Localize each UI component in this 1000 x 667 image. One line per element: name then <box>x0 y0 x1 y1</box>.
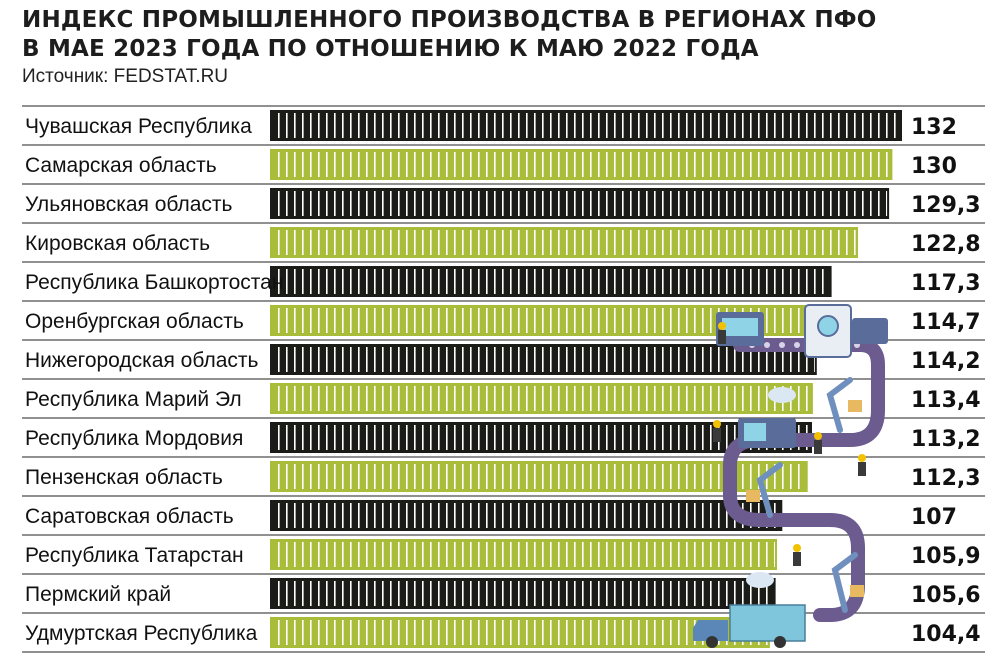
category-label: Пензенская область <box>25 466 223 489</box>
bar-segments <box>272 152 891 177</box>
category-label: Республика Башкортостан <box>25 271 283 294</box>
category-label: Оренбургская область <box>25 310 244 333</box>
machine-screen <box>744 423 766 441</box>
category-label: Республика Мордовия <box>25 427 243 450</box>
cloud-icon <box>768 387 796 403</box>
value-label: 107 <box>911 505 957 530</box>
category-label: Кировская область <box>25 232 210 255</box>
bar-row: Удмуртская Республика 104,4 <box>25 617 981 648</box>
cloud-icon <box>746 572 774 588</box>
bar-segments <box>272 542 775 567</box>
value-label: 113,4 <box>911 388 981 413</box>
worker-body <box>858 462 866 476</box>
worker-head <box>793 544 801 552</box>
bar-segments <box>272 503 781 528</box>
worker-head <box>718 322 726 330</box>
value-label: 105,9 <box>911 544 981 569</box>
worker-body <box>814 440 822 454</box>
value-label: 112,3 <box>911 466 981 491</box>
worker-body <box>718 330 726 344</box>
category-label: Самарская область <box>25 154 217 177</box>
category-label: Чувашская Республика <box>25 115 252 138</box>
value-label: 114,2 <box>911 349 981 374</box>
parcel-box <box>848 400 862 412</box>
machine-screen <box>722 318 758 336</box>
roller-dot <box>779 342 785 348</box>
value-label: 117,3 <box>911 271 981 296</box>
gear-icon <box>817 315 839 337</box>
category-label: Ульяновская область <box>25 193 233 216</box>
bar-segments <box>272 113 900 138</box>
value-label: 122,8 <box>911 232 981 257</box>
bar-row: Ульяновская область 129,3 <box>25 188 981 219</box>
category-label: Республика Марий Эл <box>25 388 242 411</box>
bar-segments <box>272 581 774 606</box>
bar-segments <box>272 230 856 255</box>
bar-segments <box>272 386 811 411</box>
value-label: 113,2 <box>911 427 981 452</box>
category-label: Пермский край <box>25 583 171 606</box>
chart-title: ИНДЕКС ПРОМЫШЛЕННОГО ПРОИЗВОДСТВА В РЕГИ… <box>22 6 982 64</box>
bar-row: Нижегородская область 114,2 <box>25 344 981 375</box>
worker-head <box>858 454 866 462</box>
roller-dot <box>794 342 800 348</box>
bar-row: Кировская область 122,8 <box>25 227 981 258</box>
worker-head <box>713 420 721 428</box>
robot-arm <box>831 552 858 613</box>
bar-segments <box>272 269 830 294</box>
value-label: 130 <box>911 154 957 179</box>
bar-segments <box>272 191 888 216</box>
factory-conveyor-illustration <box>693 304 888 648</box>
robot-arm <box>826 377 853 433</box>
parcel-box <box>746 490 760 502</box>
worker-head <box>814 432 822 440</box>
truck-wheel <box>706 636 718 648</box>
bar-row: Оренбургская область 114,7 <box>25 305 981 336</box>
value-label: 105,6 <box>911 583 981 608</box>
machine-block <box>852 318 888 344</box>
bar-row: Республика Татарстан 105,9 <box>25 539 981 570</box>
value-label: 114,7 <box>911 310 981 335</box>
bar-row: Саратовская область 107 <box>25 500 957 531</box>
category-label: Удмуртская Республика <box>25 622 258 645</box>
conveyor-belt <box>723 338 885 622</box>
bar-row: Пермский край 105,6 <box>25 578 981 609</box>
category-label: Нижегородская область <box>25 349 258 372</box>
parcel-box <box>850 585 864 597</box>
bar-segments <box>272 464 806 489</box>
truck-container <box>729 604 806 642</box>
bar-segments <box>272 620 768 645</box>
worker-body <box>713 428 721 442</box>
bar-row: Самарская область 130 <box>25 149 957 180</box>
bar-row: Чувашская Республика 132 <box>25 110 957 141</box>
bar-row: Республика Марий Эл 113,4 <box>25 383 981 414</box>
value-label: 104,4 <box>911 622 981 647</box>
category-label: Саратовская область <box>25 505 234 528</box>
truck-cab <box>693 620 728 641</box>
bar-row: Пензенская область 112,3 <box>25 461 981 492</box>
worker-body <box>793 552 801 566</box>
chart-title-line2: В МАЕ 2023 ГОДА ПО ОТНОШЕНИЮ К МАЮ 2022 … <box>22 36 759 62</box>
value-label: 129,3 <box>911 193 981 218</box>
truck-wheel <box>774 636 786 648</box>
source-note: Источник: FEDSTAT.RU <box>22 66 229 87</box>
chart-title-line1: ИНДЕКС ПРОМЫШЛЕННОГО ПРОИЗВОДСТВА В РЕГИ… <box>22 7 877 33</box>
bar-segments <box>272 347 815 372</box>
robot-arm <box>756 462 783 518</box>
category-label: Республика Татарстан <box>25 544 244 567</box>
bar-row: Республика Башкортостан 117,3 <box>25 266 981 297</box>
roller-dot <box>764 342 770 348</box>
value-label: 132 <box>911 115 957 140</box>
